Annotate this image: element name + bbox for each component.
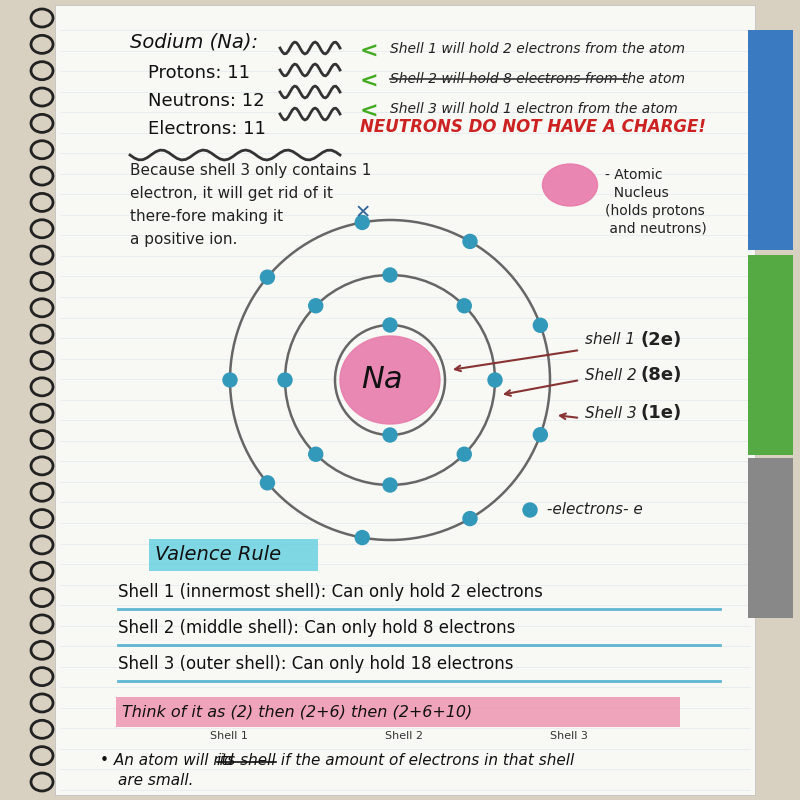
Text: NEUTRONS DO NOT HAVE A CHARGE!: NEUTRONS DO NOT HAVE A CHARGE! xyxy=(360,118,706,136)
Circle shape xyxy=(534,318,547,332)
FancyBboxPatch shape xyxy=(748,30,793,250)
Circle shape xyxy=(261,476,274,490)
Text: Shell 2: Shell 2 xyxy=(385,731,423,741)
Text: a positive ion.: a positive ion. xyxy=(130,232,238,247)
Text: Sodium (Na):: Sodium (Na): xyxy=(130,33,258,52)
Text: Shell 2: Shell 2 xyxy=(585,367,637,382)
Text: Na: Na xyxy=(361,366,403,394)
Text: (8e): (8e) xyxy=(640,366,682,384)
FancyBboxPatch shape xyxy=(748,458,793,618)
Circle shape xyxy=(463,511,477,526)
Text: its shell: its shell xyxy=(217,753,276,768)
Circle shape xyxy=(383,478,397,492)
Circle shape xyxy=(463,234,477,249)
Text: <: < xyxy=(360,102,378,122)
Text: Neutrons: 12: Neutrons: 12 xyxy=(148,92,265,110)
Text: (1e): (1e) xyxy=(640,404,682,422)
Text: <: < xyxy=(360,72,378,92)
Text: (holds protons: (holds protons xyxy=(605,204,705,218)
Circle shape xyxy=(383,268,397,282)
Circle shape xyxy=(261,270,274,284)
FancyBboxPatch shape xyxy=(55,5,755,795)
Text: Shell 3: Shell 3 xyxy=(585,406,637,421)
Text: Think of it as (2) then (2+6) then (2+6+10): Think of it as (2) then (2+6) then (2+6+… xyxy=(122,705,472,719)
Text: Shell 3: Shell 3 xyxy=(550,731,588,741)
Circle shape xyxy=(523,503,537,517)
Text: ✕: ✕ xyxy=(355,203,371,222)
Circle shape xyxy=(458,447,471,462)
Text: Shell 2 (middle shell): Can only hold 8 electrons: Shell 2 (middle shell): Can only hold 8 … xyxy=(118,619,515,637)
Circle shape xyxy=(355,530,370,545)
Text: Shell 3 (outer shell): Can only hold 18 electrons: Shell 3 (outer shell): Can only hold 18 … xyxy=(118,655,514,673)
Text: Electrons: 11: Electrons: 11 xyxy=(148,120,266,138)
Text: Nucleus: Nucleus xyxy=(605,186,669,200)
Ellipse shape xyxy=(340,336,440,424)
FancyBboxPatch shape xyxy=(116,697,680,727)
Circle shape xyxy=(534,428,547,442)
Circle shape xyxy=(309,298,322,313)
Text: Valence Rule: Valence Rule xyxy=(155,546,281,565)
Text: Shell 3 will hold 1 electron from the atom: Shell 3 will hold 1 electron from the at… xyxy=(390,102,678,116)
FancyBboxPatch shape xyxy=(149,539,318,571)
Text: electron, it will get rid of it: electron, it will get rid of it xyxy=(130,186,333,201)
Circle shape xyxy=(458,298,471,313)
Text: (2e): (2e) xyxy=(640,331,682,349)
Circle shape xyxy=(223,373,237,387)
Text: if the amount of electrons in that shell: if the amount of electrons in that shell xyxy=(275,753,574,768)
Text: -electrons- e: -electrons- e xyxy=(542,502,642,518)
Text: - Atomic: - Atomic xyxy=(605,168,662,182)
Circle shape xyxy=(383,428,397,442)
Circle shape xyxy=(309,447,322,462)
Text: Shell 2 will hold 8 electrons from the atom: Shell 2 will hold 8 electrons from the a… xyxy=(390,72,685,86)
Text: <: < xyxy=(360,42,378,62)
Text: Because shell 3 only contains 1: Because shell 3 only contains 1 xyxy=(130,163,371,178)
Text: • An atom will rid: • An atom will rid xyxy=(100,753,234,768)
Text: shell 1: shell 1 xyxy=(585,333,635,347)
Circle shape xyxy=(488,373,502,387)
Text: Shell 1: Shell 1 xyxy=(210,731,248,741)
Text: Shell 1 will hold 2 electrons from the atom: Shell 1 will hold 2 electrons from the a… xyxy=(390,42,685,56)
Ellipse shape xyxy=(542,164,598,206)
Text: Protons: 11: Protons: 11 xyxy=(148,64,250,82)
FancyBboxPatch shape xyxy=(748,255,793,455)
Text: and neutrons): and neutrons) xyxy=(605,222,706,236)
Circle shape xyxy=(355,215,370,230)
Text: Shell 1 (innermost shell): Can only hold 2 electrons: Shell 1 (innermost shell): Can only hold… xyxy=(118,583,543,601)
Circle shape xyxy=(383,318,397,332)
Circle shape xyxy=(278,373,292,387)
Text: are small.: are small. xyxy=(118,773,194,788)
Text: there-fore making it: there-fore making it xyxy=(130,209,283,224)
